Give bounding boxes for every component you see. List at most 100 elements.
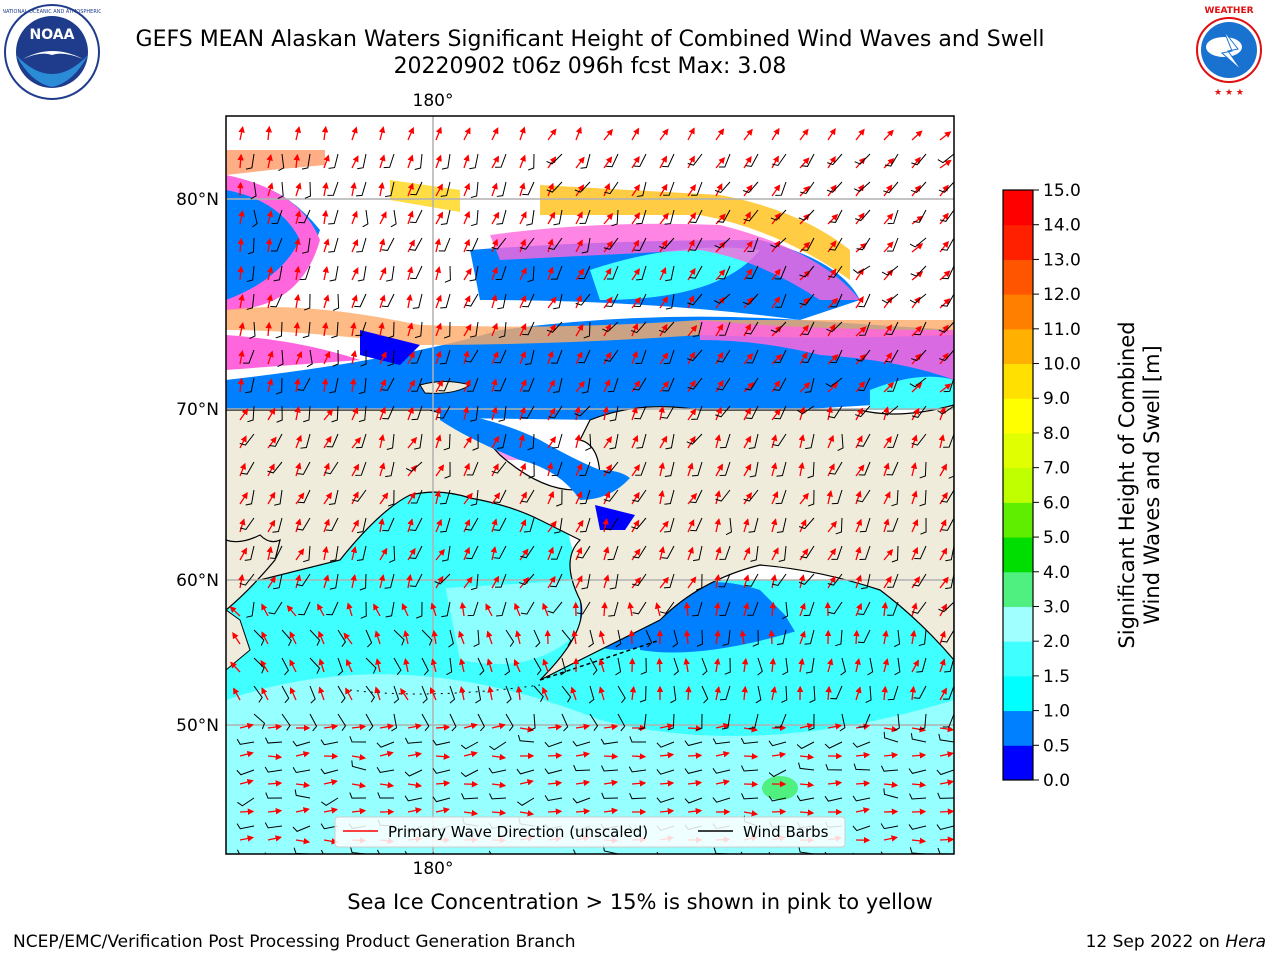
wind-barb [835, 517, 843, 535]
wind-barb [337, 657, 344, 676]
wave-arrow [827, 382, 839, 393]
wind-barb [831, 545, 843, 560]
wave-arrow [911, 726, 927, 733]
wind-barb [941, 517, 954, 531]
wind-barb [771, 573, 787, 587]
wave-direction-arrows [229, 125, 954, 845]
wind-barb [432, 768, 451, 774]
wind-barb [273, 573, 283, 590]
wind-barb [520, 489, 535, 503]
wind-barb [662, 377, 675, 392]
wave-arrow [407, 406, 414, 421]
wave-arrow [575, 808, 591, 815]
wind-barb [774, 265, 787, 280]
wind-barb [320, 739, 339, 746]
wind-barb [673, 657, 680, 676]
wind-barb [752, 629, 759, 647]
wind-barb [414, 433, 423, 450]
wind-barb [715, 489, 731, 502]
wind-barb [607, 545, 619, 561]
wind-barb [773, 349, 787, 364]
wave-arrow [743, 297, 754, 309]
wave-arrow [855, 212, 865, 225]
wind-barb [376, 741, 395, 748]
wind-barb [245, 377, 255, 394]
wave-arrow [799, 297, 810, 309]
wave-arrow [491, 406, 498, 421]
wave-arrow [687, 725, 703, 732]
wind-barb [409, 517, 423, 531]
wave-arrow [631, 155, 640, 169]
wind-barb [857, 433, 871, 447]
wave-arrow [771, 212, 781, 225]
wind-barb [865, 685, 872, 703]
wind-barb [744, 377, 759, 391]
wave-arrow [351, 406, 359, 421]
wave-arrow [435, 379, 444, 393]
wave-arrow [403, 657, 410, 673]
wave-arrow [939, 603, 947, 617]
wind-barb [938, 601, 954, 613]
wave-arrow [683, 657, 690, 673]
wave-arrow [631, 380, 641, 393]
lat-label-50: 50°N [176, 716, 219, 736]
wind-barb [798, 517, 815, 530]
wave-arrow [401, 603, 409, 617]
wave-arrow [237, 377, 245, 393]
wind-barb [828, 237, 843, 251]
wind-barb [470, 573, 479, 591]
wind-barb [472, 433, 479, 451]
wave-arrow [321, 209, 329, 225]
wave-arrow [855, 807, 870, 814]
wind-barb [581, 237, 591, 254]
wind-barb [548, 405, 563, 419]
wind-barb [782, 601, 789, 620]
wind-barb [636, 181, 647, 197]
wind-barb [747, 237, 759, 252]
wave-arrow [571, 629, 578, 645]
wind-barb [768, 795, 787, 802]
wind-barb [861, 573, 871, 590]
wave-arrow [575, 184, 585, 197]
wave-arrow [491, 294, 498, 309]
wave-arrow [351, 155, 359, 169]
wave-arrow [295, 350, 303, 365]
wave-arrow [799, 213, 810, 225]
wind-barb [691, 405, 703, 420]
wind-barb [693, 545, 703, 562]
wind-barb [469, 153, 479, 170]
wind-barb [561, 629, 572, 647]
map-legend: Primary Wave Direction (unscaled) Wind B… [334, 816, 846, 848]
colorbar-tick-label: 9.0 [1043, 389, 1070, 409]
wave-arrow [769, 601, 777, 617]
wind-barb [556, 489, 563, 507]
wave-arrow [239, 547, 247, 561]
wave-arrow [855, 780, 871, 787]
wave-arrow [435, 753, 451, 760]
wave-arrow [659, 128, 669, 141]
wave-arrow [351, 491, 359, 505]
wave-arrow [911, 184, 922, 197]
wave-arrow [237, 265, 244, 281]
wind-barb [527, 153, 535, 171]
wind-barb [441, 601, 451, 618]
wind-barb [443, 321, 451, 339]
wave-arrow [491, 211, 500, 225]
wave-arrow [715, 183, 723, 197]
wind-barb [253, 685, 263, 703]
wave-arrow [229, 606, 241, 617]
colorbar-segment [1003, 224, 1033, 260]
wind-barb [744, 321, 759, 335]
wind-barb [383, 153, 395, 169]
wind-barb [835, 629, 843, 647]
wind-barb [243, 349, 255, 364]
wave-arrow [434, 238, 441, 253]
wind-barb [560, 657, 567, 676]
wave-arrow [659, 780, 675, 787]
wind-barb [748, 517, 759, 533]
wave-arrow [519, 154, 526, 169]
wave-arrow [799, 548, 809, 561]
wind-barb [362, 209, 369, 228]
wave-arrow [827, 128, 836, 141]
wave-arrow [799, 324, 809, 337]
